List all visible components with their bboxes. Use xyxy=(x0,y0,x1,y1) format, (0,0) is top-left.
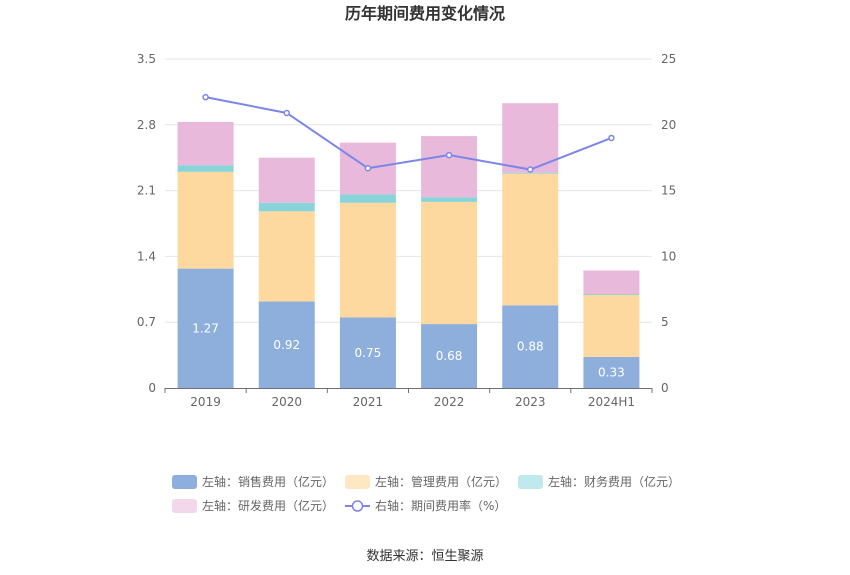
legend-label: 右轴：期间费用率（%） xyxy=(375,498,506,513)
rate-point xyxy=(283,109,290,117)
chart-title: 历年期间费用变化情况 xyxy=(345,4,505,23)
bar-segment xyxy=(339,194,396,203)
legend-swatch xyxy=(518,475,543,489)
bar-segment xyxy=(421,201,478,325)
bar-segment xyxy=(502,173,559,306)
bar-segment xyxy=(177,165,234,172)
legend-label: 左轴：销售费用（亿元） xyxy=(202,474,334,489)
bar-segment xyxy=(339,317,396,388)
x-tick-label: 2019 xyxy=(190,395,221,409)
bar-labels: 1.27 0.92 0.75 0.68 0.88 0.33 xyxy=(192,321,625,379)
legend-swatch xyxy=(172,475,197,489)
left-tick-label: 2.8 xyxy=(137,118,156,132)
rate-line xyxy=(202,93,615,173)
bar-segment xyxy=(583,294,640,357)
right-tick-label: 25 xyxy=(661,52,676,66)
x-tick-label: 2021 xyxy=(353,395,384,409)
bar-segment xyxy=(177,171,234,269)
bar-segment xyxy=(177,268,234,388)
x-tick-label: 2020 xyxy=(271,395,302,409)
legend-label: 左轴：管理费用（亿元） xyxy=(375,474,507,489)
right-tick-label: 10 xyxy=(661,249,676,263)
bar-segment xyxy=(421,324,478,388)
axes: 0 0.7 1.4 2.1 2.8 3.5 0 5 10 15 20 25 2019 2020 2021 20… xyxy=(137,52,676,409)
x-tick-label: 2024H1 xyxy=(588,395,635,409)
bars xyxy=(177,103,640,388)
bar-segment xyxy=(421,136,478,198)
legend-swatch-marker xyxy=(351,500,364,512)
legend-swatch xyxy=(172,499,197,513)
bar-value-label: 0.92 xyxy=(273,338,300,352)
gridlines xyxy=(165,58,652,323)
bar-segment xyxy=(502,103,559,173)
bar-segment xyxy=(258,301,315,388)
bar-segment xyxy=(258,157,315,203)
legend-label: 左轴：财务费用（亿元） xyxy=(548,474,680,489)
bar-value-label: 0.75 xyxy=(355,346,382,360)
data-source: 数据来源：恒生聚源 xyxy=(366,549,483,564)
right-tick-label: 20 xyxy=(661,118,676,132)
left-tick-label: 2.1 xyxy=(137,184,156,198)
left-tick-label: 3.5 xyxy=(137,52,156,66)
rate-line-path xyxy=(205,96,612,171)
left-tick-label: 1.4 xyxy=(137,249,156,263)
bar-value-label: 0.88 xyxy=(517,340,544,354)
bar-segment xyxy=(502,305,559,388)
legend-label: 左轴：研发费用（亿元） xyxy=(202,498,334,513)
rate-point xyxy=(445,151,453,159)
rate-point xyxy=(202,93,209,101)
left-tick-label: 0 xyxy=(148,381,156,395)
right-tick-label: 5 xyxy=(661,315,669,329)
bar-segment xyxy=(258,211,315,302)
right-tick-label: 15 xyxy=(661,184,676,198)
legend: 左轴：销售费用（亿元） 左轴：管理费用（亿元） 左轴：财务费用（亿元） 左轴：研发费用… xyxy=(172,474,680,513)
rate-point xyxy=(608,134,615,142)
bar-segment xyxy=(502,172,559,174)
bar-segment xyxy=(258,202,315,212)
x-tick-label: 2022 xyxy=(434,395,465,409)
rate-point xyxy=(527,166,534,173)
bar-segment xyxy=(583,294,640,295)
legend-swatch xyxy=(345,475,370,489)
bar-value-label: 1.27 xyxy=(192,321,219,335)
right-tick-label: 0 xyxy=(661,381,669,395)
bar-segment xyxy=(339,202,396,318)
rate-point xyxy=(364,164,372,172)
bar-value-label: 0.68 xyxy=(436,349,463,363)
x-tick-label: 2023 xyxy=(515,395,546,409)
left-tick-label: 0.7 xyxy=(137,315,156,329)
bar-segment xyxy=(583,356,640,388)
bar-segment xyxy=(177,121,234,166)
bar-value-label: 0.33 xyxy=(598,365,625,379)
bar-segment xyxy=(583,270,640,294)
bar-segment xyxy=(421,197,478,202)
